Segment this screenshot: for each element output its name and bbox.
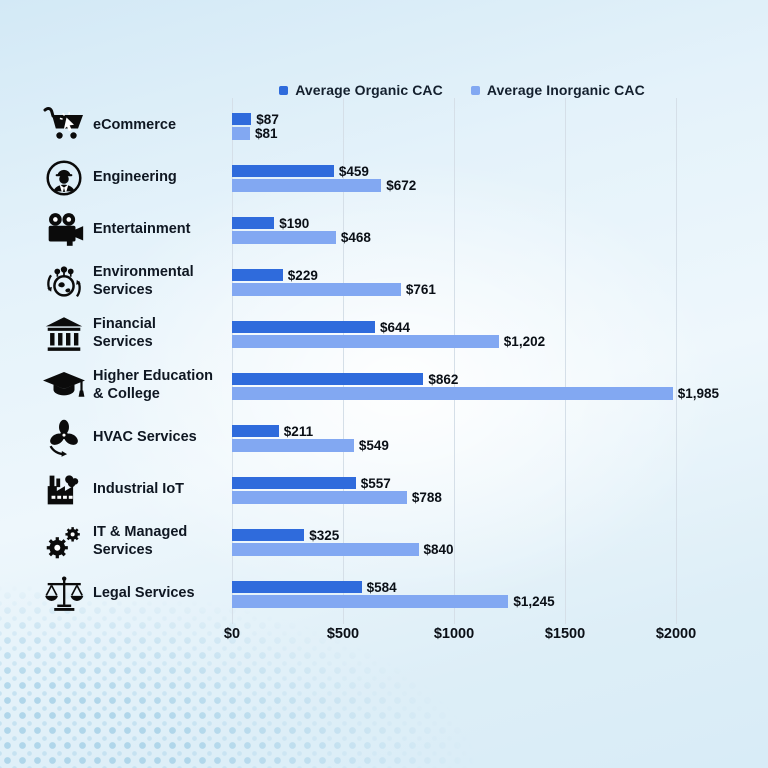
engineer-icon bbox=[35, 155, 93, 201]
scales-icon bbox=[35, 571, 93, 617]
gears-icon bbox=[35, 519, 93, 565]
organic-bar: $584 bbox=[232, 579, 741, 595]
x-tick-1500: $1500 bbox=[544, 626, 586, 642]
bar-group: $229 $761 bbox=[232, 267, 741, 296]
chart-legend: Average Organic CAC Average Inorganic CA… bbox=[232, 82, 692, 98]
inorganic-bar: $1,202 bbox=[232, 335, 741, 348]
inorganic-bar: $468 bbox=[232, 231, 741, 244]
inorganic-bar: $761 bbox=[232, 283, 741, 296]
fan-icon bbox=[35, 415, 93, 461]
category-label: Environmental Services bbox=[93, 264, 194, 298]
organic-value-label: $190 bbox=[279, 215, 310, 231]
category-label: Higher Education & College bbox=[93, 368, 214, 402]
legend-item-inorganic: Average Inorganic CAC bbox=[470, 82, 645, 98]
chart-row: HVAC Services $211 $549 bbox=[35, 412, 741, 464]
organic-bar: $87 bbox=[232, 111, 741, 127]
chart-row: IT & Managed Services $325 $840 bbox=[35, 516, 741, 568]
movie-camera-icon bbox=[35, 207, 93, 253]
bar-group: $87 $81 bbox=[232, 111, 741, 140]
organic-bar: $211 bbox=[232, 423, 741, 439]
graduation-cap-icon bbox=[35, 362, 93, 410]
category-label: Industrial IoT bbox=[93, 481, 185, 498]
inorganic-value-label: $81 bbox=[255, 126, 278, 141]
bar-group: $644 $1,202 bbox=[232, 319, 741, 348]
bar-chart: eCommerce $87 $81 bbox=[35, 98, 741, 652]
organic-value-label: $557 bbox=[360, 475, 391, 491]
organic-value-label: $644 bbox=[380, 319, 411, 335]
inorganic-bar: $672 bbox=[232, 179, 741, 192]
x-axis: $0 $500 $1000 $1500 $2000 bbox=[35, 624, 741, 652]
category-label: IT & Managed Services bbox=[93, 524, 188, 558]
inorganic-value-label: $840 bbox=[423, 542, 454, 557]
bar-group: $211 $549 bbox=[232, 423, 741, 452]
category-label: Entertainment bbox=[93, 221, 191, 238]
x-tick-500: $500 bbox=[326, 626, 360, 642]
organic-value-label: $229 bbox=[287, 267, 318, 283]
inorganic-value-label: $761 bbox=[405, 282, 436, 297]
legend-square-inorganic-icon bbox=[470, 85, 480, 95]
inorganic-value-label: $1,245 bbox=[513, 594, 555, 609]
inorganic-value-label: $549 bbox=[358, 438, 389, 453]
x-tick-0: $0 bbox=[223, 626, 241, 642]
category-label: eCommerce bbox=[93, 117, 177, 134]
shopping-cart-icon bbox=[35, 102, 93, 150]
organic-bar: $459 bbox=[232, 163, 741, 179]
organic-bar: $325 bbox=[232, 527, 741, 543]
organic-bar: $190 bbox=[232, 215, 741, 231]
chart-row: Engineering $459 $672 bbox=[35, 152, 741, 204]
bar-group: $190 $468 bbox=[232, 215, 741, 244]
chart-row: Entertainment $190 $468 bbox=[35, 204, 741, 256]
x-tick-1000: $1000 bbox=[433, 626, 475, 642]
bar-group: $557 $788 bbox=[232, 475, 741, 504]
chart-row: Higher Education & College $862 $1,985 bbox=[35, 360, 741, 412]
organic-value-label: $87 bbox=[256, 111, 279, 127]
inorganic-bar: $81 bbox=[232, 127, 741, 140]
eco-globe-icon bbox=[35, 259, 93, 305]
inorganic-bar: $1,985 bbox=[232, 387, 741, 400]
chart-row: Financial Services $644 $1,202 bbox=[35, 308, 741, 360]
bar-group: $862 $1,985 bbox=[232, 371, 741, 400]
organic-value-label: $459 bbox=[338, 163, 369, 179]
inorganic-value-label: $468 bbox=[340, 230, 371, 245]
inorganic-bar: $840 bbox=[232, 543, 741, 556]
factory-icon bbox=[35, 467, 93, 513]
bar-group: $459 $672 bbox=[232, 163, 741, 192]
organic-bar: $862 bbox=[232, 371, 741, 387]
category-label: Financial Services bbox=[93, 316, 156, 350]
organic-value-label: $325 bbox=[309, 527, 340, 543]
legend-square-organic-icon bbox=[279, 85, 289, 95]
inorganic-value-label: $1,202 bbox=[503, 334, 546, 349]
bar-group: $584 $1,245 bbox=[232, 579, 741, 608]
organic-value-label: $862 bbox=[428, 371, 459, 387]
chart-row: Industrial IoT $557 $788 bbox=[35, 464, 741, 516]
category-label: HVAC Services bbox=[93, 429, 197, 446]
x-tick-2000: $2000 bbox=[655, 626, 697, 642]
chart-row: eCommerce $87 $81 bbox=[35, 100, 741, 152]
chart-row: Environmental Services $229 $761 bbox=[35, 256, 741, 308]
inorganic-value-label: $788 bbox=[411, 490, 442, 505]
legend-item-organic: Average Organic CAC bbox=[279, 82, 443, 98]
organic-value-label: $584 bbox=[366, 579, 397, 595]
inorganic-value-label: $672 bbox=[386, 178, 417, 193]
category-label: Engineering bbox=[93, 169, 177, 186]
organic-bar: $557 bbox=[232, 475, 741, 491]
bar-group: $325 $840 bbox=[232, 527, 741, 556]
bank-icon bbox=[35, 311, 93, 357]
chart-row: Legal Services $584 $1,245 bbox=[35, 568, 741, 620]
category-label: Legal Services bbox=[93, 585, 195, 602]
inorganic-bar: $549 bbox=[232, 439, 741, 452]
organic-value-label: $211 bbox=[283, 423, 314, 439]
inorganic-value-label: $1,985 bbox=[677, 386, 719, 401]
legend-label-organic: Average Organic CAC bbox=[295, 82, 443, 98]
inorganic-bar: $788 bbox=[232, 491, 741, 504]
legend-label-inorganic: Average Inorganic CAC bbox=[486, 82, 645, 98]
organic-bar: $644 bbox=[232, 319, 741, 335]
organic-bar: $229 bbox=[232, 267, 741, 283]
inorganic-bar: $1,245 bbox=[232, 595, 741, 608]
